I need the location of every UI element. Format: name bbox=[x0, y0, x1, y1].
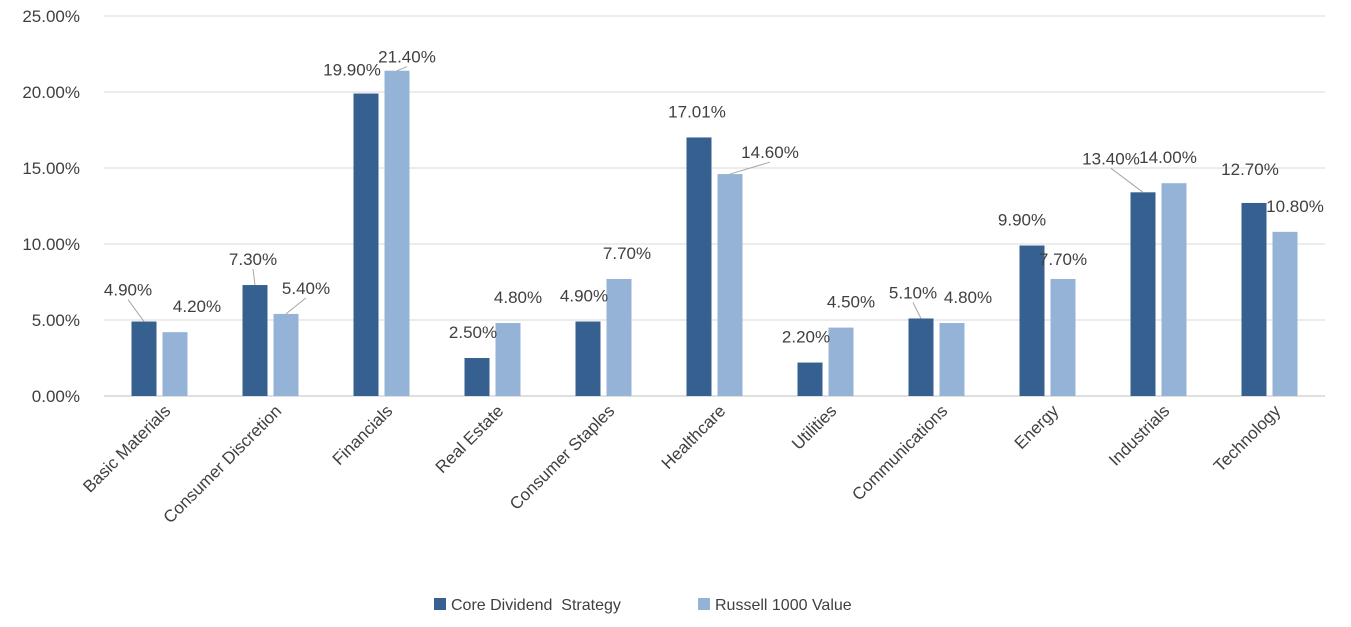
category-label: Communications bbox=[848, 401, 951, 504]
data-label: 4.20% bbox=[173, 297, 221, 316]
legend-swatch bbox=[434, 598, 446, 610]
leader-line bbox=[285, 297, 307, 315]
category-label: Healthcare bbox=[658, 401, 730, 473]
bar bbox=[575, 321, 601, 396]
category-label: Energy bbox=[1011, 401, 1063, 453]
bar bbox=[131, 321, 157, 396]
data-label: 4.90% bbox=[104, 281, 152, 300]
bar bbox=[1272, 231, 1298, 396]
category-label: Consumer Discretion bbox=[160, 401, 286, 527]
bar bbox=[464, 358, 490, 396]
leader-line bbox=[729, 161, 771, 175]
leader-lines bbox=[127, 66, 1144, 322]
category-label: Consumer Staples bbox=[506, 401, 618, 513]
category-label: Utilities bbox=[788, 401, 840, 453]
bar bbox=[495, 323, 521, 396]
category-label: Basic Materials bbox=[79, 401, 174, 496]
data-label: 13.40% bbox=[1082, 149, 1140, 168]
data-label: 19.90% bbox=[323, 61, 381, 80]
legend-swatch bbox=[698, 598, 710, 610]
category-label: Real Estate bbox=[432, 401, 508, 477]
data-label: 17.01% bbox=[668, 102, 726, 121]
category-label: Industrials bbox=[1105, 401, 1173, 469]
bar bbox=[384, 70, 410, 396]
bar bbox=[242, 285, 268, 396]
leader-line bbox=[252, 268, 256, 286]
y-axis-ticks: 0.00% 5.00% 10.00% 15.00% 20.00% 25.00% bbox=[22, 7, 80, 406]
bar bbox=[1161, 183, 1187, 396]
bar bbox=[686, 137, 712, 396]
bar bbox=[1019, 245, 1045, 396]
data-label: 2.20% bbox=[782, 328, 830, 347]
bar bbox=[797, 362, 823, 396]
y-tick-label: 10.00% bbox=[22, 235, 80, 254]
data-label: 21.40% bbox=[378, 48, 436, 67]
data-label: 14.60% bbox=[741, 143, 799, 162]
data-label: 5.40% bbox=[282, 279, 330, 298]
bar bbox=[1050, 278, 1076, 396]
data-label: 4.90% bbox=[560, 287, 608, 306]
bar bbox=[939, 323, 965, 396]
data-label: 5.10% bbox=[889, 283, 937, 302]
legend-label: Russell 1000 Value bbox=[715, 597, 852, 614]
data-label: 4.80% bbox=[944, 288, 992, 307]
category-label: Financials bbox=[329, 401, 397, 469]
leader-line bbox=[912, 302, 922, 319]
bar bbox=[1241, 202, 1267, 396]
data-label: 7.30% bbox=[229, 250, 277, 269]
bar bbox=[908, 318, 934, 396]
gridlines bbox=[104, 15, 1325, 397]
leader-line bbox=[1110, 167, 1144, 193]
bar bbox=[162, 332, 188, 396]
y-tick-label: 0.00% bbox=[32, 387, 80, 406]
data-labels: 4.90% 4.20% 7.30% 5.40% 19.90%21.40% 2.50% 4.8… bbox=[104, 48, 1324, 347]
legend: Core Dividend Strategy Russell 1000 Value bbox=[434, 597, 852, 614]
data-label: 7.70% bbox=[1039, 250, 1087, 269]
legend-label: Core Dividend Strategy bbox=[451, 597, 621, 614]
category-label: Technology bbox=[1210, 401, 1285, 476]
y-tick-label: 20.00% bbox=[22, 83, 80, 102]
data-label: 12.70% bbox=[1221, 160, 1279, 179]
data-label: 14.00% bbox=[1139, 148, 1197, 167]
leader-line bbox=[127, 299, 145, 322]
y-tick-label: 5.00% bbox=[32, 311, 80, 330]
bar bbox=[828, 327, 854, 396]
data-label: 4.80% bbox=[494, 288, 542, 307]
bar bbox=[1130, 192, 1156, 396]
data-label: 4.50% bbox=[827, 293, 875, 312]
bar bbox=[606, 278, 632, 396]
y-tick-label: 25.00% bbox=[22, 7, 80, 26]
data-label: 2.50% bbox=[449, 323, 497, 342]
y-tick-label: 15.00% bbox=[22, 159, 80, 178]
leader-line bbox=[396, 66, 408, 72]
data-label: 9.90% bbox=[998, 211, 1046, 230]
bars bbox=[131, 70, 1298, 397]
bar bbox=[717, 174, 743, 396]
bar bbox=[273, 313, 299, 396]
bar bbox=[353, 93, 379, 397]
data-label: 10.80% bbox=[1266, 197, 1324, 216]
data-label: 7.70% bbox=[603, 244, 651, 263]
